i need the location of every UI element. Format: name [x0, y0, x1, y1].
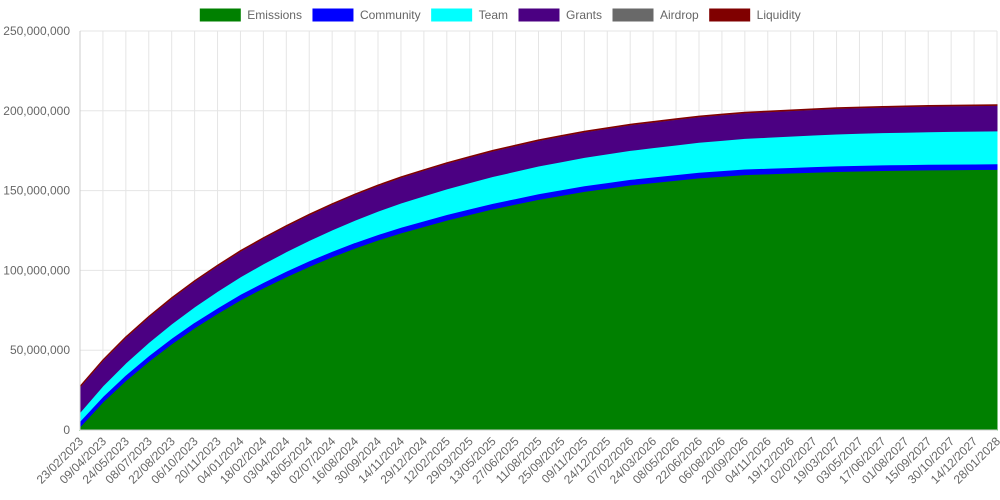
legend-swatch-team	[430, 7, 474, 23]
y-tick-label-0: 0	[63, 423, 70, 437]
legend-swatch-grants	[517, 7, 561, 23]
legend-label-airdrop: Airdrop	[660, 8, 699, 22]
legend-item-community[interactable]: Community	[311, 7, 421, 23]
legend-swatch-airdrop	[611, 7, 655, 23]
axes	[79, 31, 997, 431]
legend-label-community: Community	[360, 8, 421, 22]
y-axis-ticks: 0 50,000,000 100,000,000 150,000,000 200,000…	[3, 24, 70, 437]
legend-item-grants[interactable]: Grants	[517, 7, 602, 23]
y-tick-label-4: 200,000,000	[3, 104, 70, 118]
legend-swatch-community	[311, 7, 355, 23]
legend[interactable]: Emissions Community Team Grants Airdrop Liqui…	[198, 7, 801, 23]
y-tick-label-3: 150,000,000	[3, 184, 70, 198]
legend-label-grants: Grants	[566, 8, 602, 22]
legend-item-airdrop[interactable]: Airdrop	[611, 7, 699, 23]
legend-item-emissions[interactable]: Emissions	[198, 7, 302, 23]
legend-label-team: Team	[479, 8, 508, 22]
series-areas	[79, 104, 998, 431]
legend-swatch-liquidity	[708, 7, 752, 23]
y-tick-label-2: 100,000,000	[3, 263, 70, 277]
area-liquidity	[79, 104, 998, 389]
x-axis-ticks: 23/02/202309/04/202324/05/202308/07/2023…	[34, 434, 1000, 487]
y-tick-label-5: 250,000,000	[3, 24, 70, 38]
legend-item-liquidity[interactable]: Liquidity	[708, 7, 801, 23]
legend-label-emissions: Emissions	[247, 8, 302, 22]
legend-item-team[interactable]: Team	[430, 7, 508, 23]
legend-swatch-emissions	[198, 7, 242, 23]
legend-label-liquidity: Liquidity	[757, 8, 801, 22]
y-tick-label-1: 50,000,000	[10, 343, 70, 357]
